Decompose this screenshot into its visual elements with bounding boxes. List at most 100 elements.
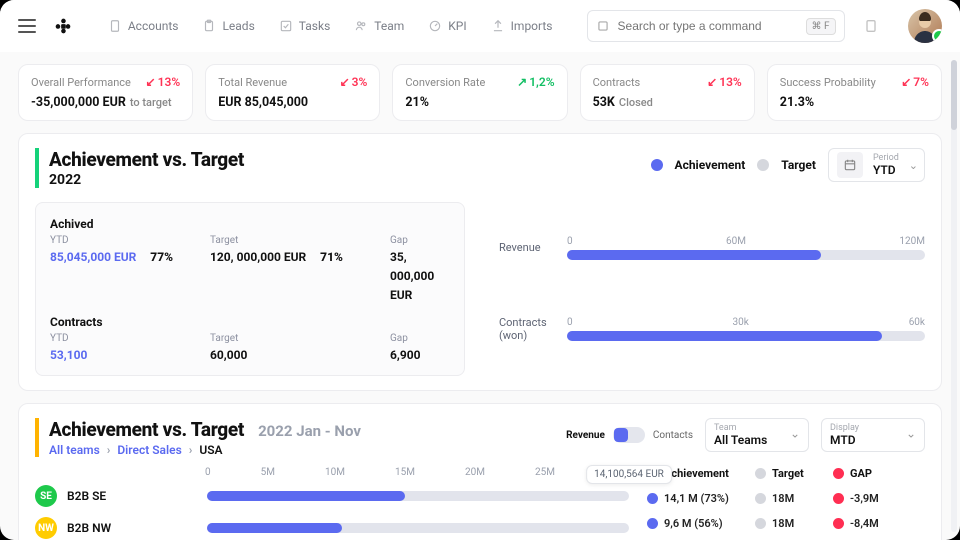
kpi-delta: ↙ 13%	[146, 75, 181, 89]
c-ytd-caption: YTD	[50, 333, 210, 344]
bar-tooltip: 14,100,564 EUR	[586, 465, 672, 484]
dot-icon	[833, 518, 844, 529]
app-logo[interactable]	[52, 15, 74, 37]
nav-items: Accounts Leads Tasks Team KPI Imports	[98, 13, 563, 39]
achieved-pct: 77%	[150, 250, 173, 264]
chevron-down-icon: ⌄	[909, 159, 918, 172]
breadcrumb[interactable]: All teams › Direct Sales › USA	[49, 443, 361, 457]
dropdown-value: MTD	[830, 433, 902, 447]
search-input[interactable]	[618, 19, 798, 33]
page-scrollbar[interactable]	[951, 60, 957, 532]
toggle-left-label: Revenue	[566, 430, 605, 441]
nav-label: KPI	[448, 19, 466, 33]
metric-toggle[interactable]	[613, 427, 645, 443]
team-badge: SE	[35, 485, 57, 507]
dot-icon	[647, 493, 658, 504]
section-year: 2022	[49, 172, 244, 188]
section-achievement-overview: Achievement vs. Target 2022 Achievement …	[18, 133, 942, 391]
team-icon	[354, 19, 368, 33]
team-bar: 14,100,564 EUR	[207, 491, 629, 501]
crumb-direct[interactable]: Direct Sales	[117, 443, 181, 457]
top-nav: Accounts Leads Tasks Team KPI Imports	[0, 0, 960, 52]
dot-icon	[833, 493, 844, 504]
crumb-all[interactable]: All teams	[49, 443, 100, 457]
period-picker[interactable]: Period YTD ⌄	[828, 148, 925, 182]
section-controls: Achievement Target Period YTD ⌄	[651, 148, 926, 182]
gap-value: 35, 000,000 EUR	[390, 250, 434, 302]
picker-value: YTD	[873, 163, 899, 177]
doc-icon	[108, 19, 122, 33]
team-dropdown[interactable]: Team All Teams	[705, 418, 809, 452]
c-target-value: 60,000	[210, 348, 247, 362]
kpi-value: 53KClosed	[593, 95, 742, 110]
gauge-icon	[428, 19, 442, 33]
section2-title-block: Achievement vs. Target 2022 Jan - Nov Al…	[35, 418, 361, 457]
dropdown-label: Display	[830, 423, 902, 433]
display-dropdown[interactable]: Display MTD	[821, 418, 925, 452]
kpi-card-contracts[interactable]: Contracts ↙ 13% 53KClosed	[580, 64, 755, 121]
kpi-delta: ↙ 7%	[901, 75, 929, 89]
team-row[interactable]: SEB2B SE14,100,564 EUR	[35, 482, 629, 510]
section-title: Achievement vs. Target	[49, 148, 244, 171]
legend-dot-achievement	[651, 159, 663, 171]
c-gap-caption: Gap	[390, 333, 450, 344]
contracts-heading: Contracts	[50, 315, 450, 329]
bar-ticks: 0 60M 120M	[567, 236, 925, 247]
bar-label-revenue: Revenue	[499, 241, 555, 254]
menu-icon[interactable]	[18, 19, 36, 33]
nav-label: Tasks	[299, 19, 331, 33]
scrollbar-thumb[interactable]	[951, 60, 957, 130]
nav-leads[interactable]: Leads	[192, 13, 264, 39]
section2-controls: Revenue Contacts Team All Teams Display …	[566, 418, 925, 452]
col-gap: GAP	[833, 467, 925, 480]
metrics-table: Achievement Target GAP 14,1 M (73%)18M-3…	[647, 467, 925, 540]
nav-team[interactable]: Team	[344, 13, 414, 39]
contracts-bar	[567, 331, 925, 341]
table-row: 14,1 M (73%)18M-3,9M	[647, 492, 925, 505]
kpi-value: 21.3%	[780, 95, 929, 110]
chart-x-axis: 0 5M 10M 15M 20M 25M 30M	[205, 467, 629, 478]
kpi-card-success[interactable]: Success Probability ↙ 7% 21.3%	[767, 64, 942, 121]
c-target-caption: Target	[210, 333, 390, 344]
revenue-bar	[567, 250, 925, 260]
nav-accounts[interactable]: Accounts	[98, 13, 189, 39]
team-name: B2B NW	[67, 521, 197, 535]
notification-icon[interactable]	[857, 11, 887, 41]
dot-icon	[647, 518, 658, 529]
avatar[interactable]	[908, 9, 942, 43]
content-area: Overall Performance ↙ 13% -35,000,000 EU…	[0, 52, 960, 540]
kpi-delta: ↙ 13%	[707, 75, 742, 89]
nav-imports[interactable]: Imports	[481, 13, 563, 39]
legend-label: Target	[781, 158, 816, 172]
stats-panel: Achived YTD 85,045,000 EUR 77% Target 12…	[35, 202, 465, 376]
summary-bars: Revenue 0 60M 120M	[499, 202, 925, 376]
achieved-heading: Achived	[50, 217, 450, 231]
target-pct: 71%	[320, 250, 343, 264]
kpi-card-revenue[interactable]: Total Revenue ↙ 3% EUR 85,045,000	[205, 64, 380, 121]
nav-label: Leads	[222, 19, 254, 33]
bar-label-contracts: Contracts (won)	[499, 316, 555, 342]
c-gap-value: 6,900	[390, 348, 421, 362]
dropdown-label: Team	[714, 423, 786, 433]
team-bar	[207, 523, 629, 533]
kpi-card-overall[interactable]: Overall Performance ↙ 13% -35,000,000 EU…	[18, 64, 193, 121]
c-ytd-value: 53,100	[50, 348, 87, 362]
nav-tasks[interactable]: Tasks	[269, 13, 341, 39]
kpi-label: Overall Performance	[31, 76, 131, 89]
search-bar[interactable]: ⌘ F	[587, 10, 845, 42]
nav-label: Imports	[511, 19, 553, 33]
nav-kpi[interactable]: KPI	[418, 13, 476, 39]
section2-title: Achievement vs. Target	[49, 418, 244, 441]
kpi-label: Success Probability	[780, 76, 876, 89]
shortcut-badge: ⌘ F	[806, 18, 836, 35]
kpi-card-row: Overall Performance ↙ 13% -35,000,000 EU…	[18, 64, 942, 121]
gap-caption: Gap	[390, 235, 450, 246]
kpi-value: EUR 85,045,000	[218, 95, 367, 110]
check-icon	[279, 19, 293, 33]
table-row: 9,6 M (56%)18M-8,4M	[647, 517, 925, 530]
kpi-card-conversion[interactable]: Conversion Rate ↗ 1,2% 21%	[392, 64, 567, 121]
team-chart: 0 5M 10M 15M 20M 25M 30M SEB2B SE14,100,…	[35, 467, 629, 540]
sparkle-icon	[596, 19, 610, 33]
achieved-value: 85,045,000 EUR	[50, 250, 136, 264]
team-row[interactable]: NWB2B NW	[35, 514, 629, 540]
